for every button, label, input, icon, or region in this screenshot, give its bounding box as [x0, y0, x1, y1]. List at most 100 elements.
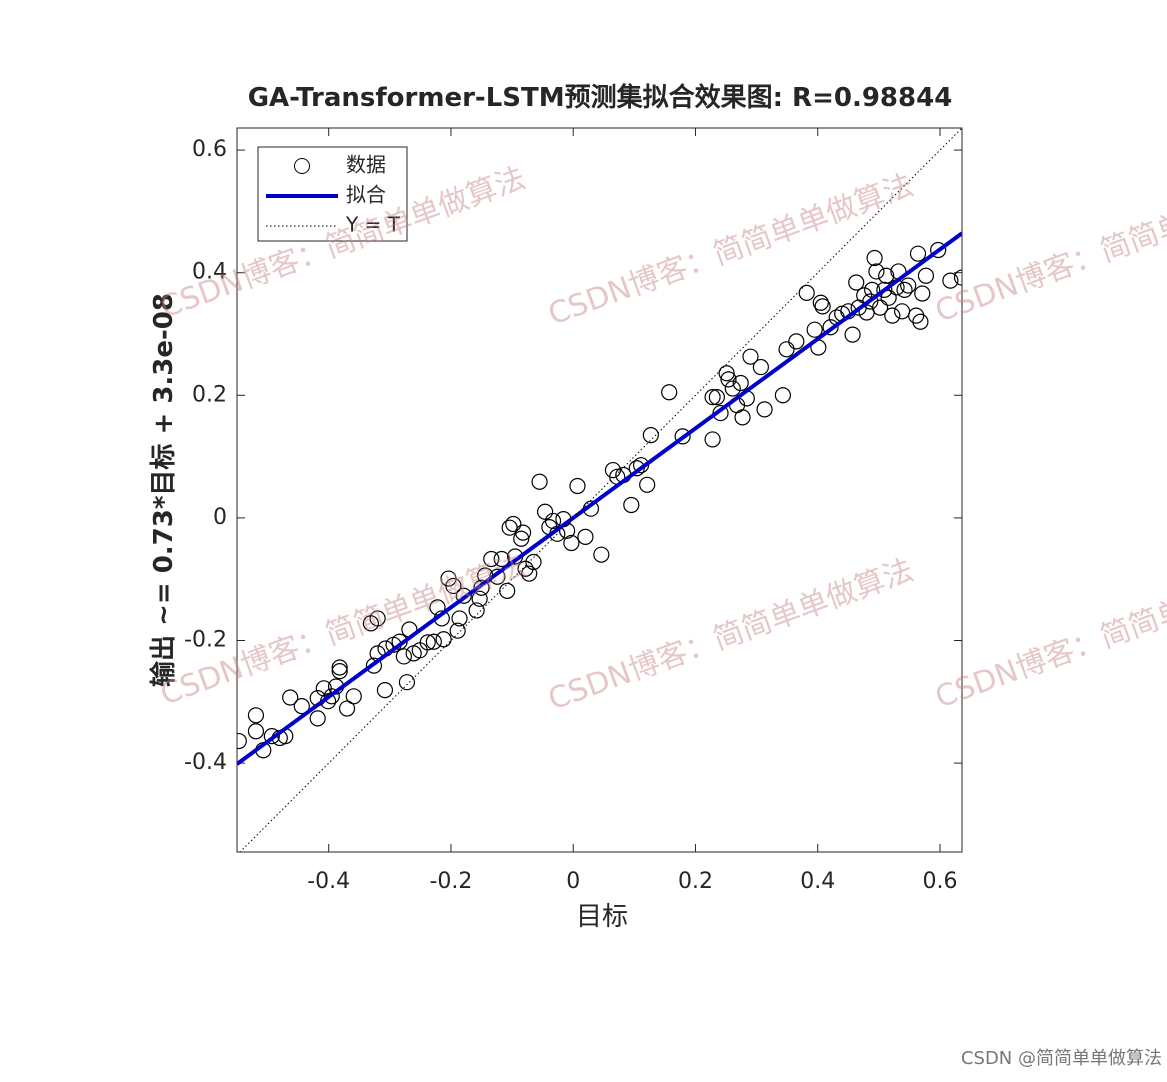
y-tick-label: 0 [213, 505, 227, 530]
y-tick-label: -0.4 [184, 750, 227, 775]
axes-box [236, 127, 963, 853]
data-point [369, 610, 386, 627]
watermark: CSDN博客：简简单单做算法 [931, 551, 1167, 716]
y-tick-label: 0.2 [192, 382, 227, 407]
data-point [419, 634, 436, 651]
data-point [742, 348, 759, 365]
data-point [345, 688, 362, 705]
data-point [563, 534, 580, 552]
data-point [309, 710, 326, 727]
data-point [451, 610, 468, 627]
series-line [237, 231, 962, 766]
data-point [774, 387, 791, 404]
x-tick-label: -0.4 [307, 869, 350, 894]
watermark: CSDN博客：简简单单做算法 [931, 165, 1167, 330]
legend-label: Y = T [345, 213, 401, 237]
data-point [282, 689, 299, 706]
data-point [734, 409, 751, 426]
y-tick-label: -0.2 [184, 628, 227, 653]
data-point [718, 365, 735, 382]
data-point [942, 272, 959, 289]
data-point [577, 528, 594, 545]
data-point [473, 579, 490, 596]
legend-label: 数据 [346, 153, 386, 177]
data-point [544, 512, 562, 530]
data-point [704, 389, 721, 406]
data-point [247, 723, 265, 740]
x-tick-label: 0.2 [678, 869, 713, 894]
series-line [239, 128, 962, 852]
data-point [930, 241, 947, 259]
data-point [425, 633, 442, 650]
data-point [880, 289, 897, 306]
data-point [876, 281, 893, 298]
data-point [953, 269, 962, 286]
data-point [293, 697, 310, 715]
data-point [483, 550, 500, 568]
data-point [871, 299, 889, 316]
data-point [732, 374, 749, 392]
y-tick-label: 0.4 [192, 260, 227, 285]
x-axis-label: 目标 [576, 902, 628, 932]
data-point [338, 700, 356, 717]
chart-title: GA-Transformer-LSTM预测集拟合效果图: R=0.98844 [248, 82, 953, 113]
data-point [237, 732, 247, 750]
data-point [323, 688, 340, 705]
data-point [247, 707, 265, 724]
data-point [900, 277, 917, 294]
footer: CSDN @简简单单做算法 [961, 1048, 1162, 1069]
data-point [398, 674, 416, 691]
data-point [331, 659, 348, 676]
data-point [822, 319, 839, 336]
data-point [513, 530, 530, 547]
data-point [521, 565, 538, 582]
x-tick-label: 0 [566, 869, 580, 894]
data-point [866, 249, 883, 267]
y-tick-label: 0.6 [192, 137, 227, 162]
data-point [468, 602, 485, 619]
data-point [395, 648, 412, 665]
data-point [806, 321, 823, 338]
data-point [593, 546, 610, 563]
data-point [917, 267, 935, 284]
data-point [525, 553, 542, 571]
data-point [661, 384, 678, 401]
data-point [455, 587, 472, 604]
legend-marker [294, 158, 310, 174]
data-point [912, 313, 929, 330]
data-point [844, 326, 861, 343]
data-point [505, 515, 522, 533]
data-point [909, 245, 927, 262]
data-point [724, 380, 741, 397]
data-point [814, 298, 831, 315]
data-point [752, 358, 769, 376]
data-point [263, 728, 280, 745]
data-point [365, 657, 383, 674]
plot-content [237, 128, 962, 852]
y-axis-label: 输出 ~= 0.73*目标 + 3.3e-08 [148, 293, 179, 687]
data-point [868, 263, 885, 280]
data-point [639, 476, 656, 493]
data-point [376, 682, 394, 699]
data-point [642, 427, 659, 444]
data-point [848, 274, 865, 291]
data-point [788, 333, 805, 350]
data-point [449, 622, 466, 639]
legend-label: 拟合 [346, 183, 386, 207]
data-point [531, 473, 548, 490]
data-point [914, 285, 931, 302]
data-point [471, 590, 488, 607]
x-tick-label: -0.2 [429, 869, 472, 894]
data-point [493, 550, 510, 568]
data-point [445, 577, 462, 595]
data-point [720, 371, 737, 388]
data-point [708, 389, 725, 406]
data-point [514, 524, 532, 541]
data-point [435, 631, 452, 648]
data-point [878, 267, 895, 284]
data-point [812, 294, 829, 311]
data-point [862, 293, 879, 310]
data-point [884, 307, 901, 324]
x-tick-label: 0.4 [800, 869, 835, 894]
